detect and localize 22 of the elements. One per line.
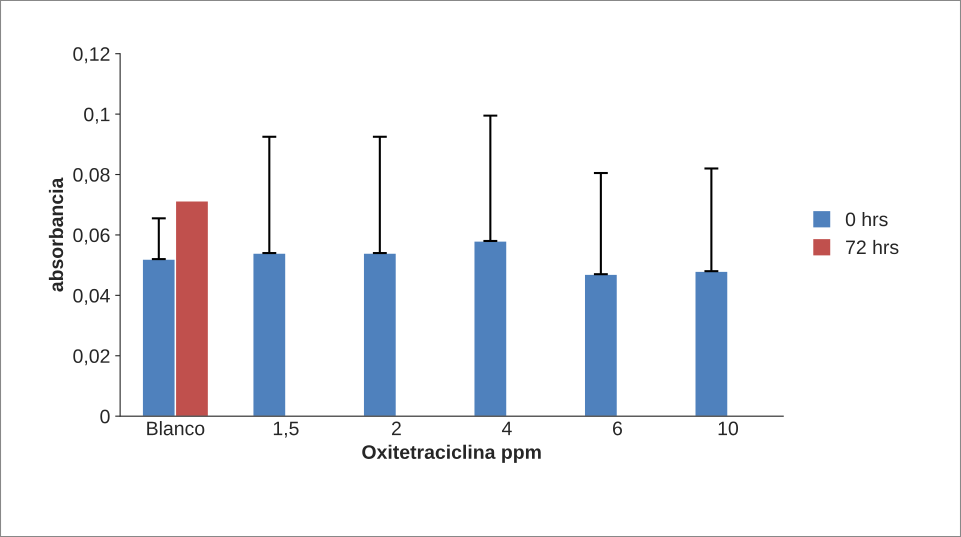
x-tick-label: 4 <box>502 422 512 436</box>
x-axis-title: Oxitetraciclina ppm <box>362 444 541 463</box>
y-tick-label: 0,04 <box>73 288 110 305</box>
x-tick-label: 10 <box>718 422 738 436</box>
x-tick-label: Blanco <box>147 421 204 436</box>
legend-label: 72 hrs <box>846 240 898 254</box>
x-tick-label: 2 <box>392 422 401 436</box>
x-tick-label: 6 <box>613 422 622 436</box>
y-tick-label: 0,06 <box>73 228 110 244</box>
x-tick-label: 1,5 <box>274 422 299 438</box>
legend-label: 0 hrs <box>846 212 888 226</box>
y-axis-title: absorbancia <box>48 178 64 292</box>
y-tick-label: 0,12 <box>73 47 110 64</box>
y-tick-label: 0 <box>100 410 110 424</box>
bar <box>252 252 287 416</box>
bar <box>362 252 398 416</box>
bar <box>473 240 508 416</box>
y-tick-label: 0,08 <box>73 168 110 184</box>
y-tick-label: 0,1 <box>84 108 110 124</box>
y-tick-label: 0,02 <box>73 349 110 366</box>
bar <box>694 270 729 416</box>
bar <box>584 274 618 416</box>
